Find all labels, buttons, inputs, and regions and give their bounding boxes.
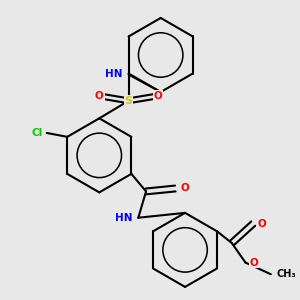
Text: O: O (249, 258, 258, 268)
Text: CH₃: CH₃ (277, 269, 296, 279)
Text: HN: HN (115, 213, 132, 223)
Text: O: O (95, 91, 104, 101)
Text: HN: HN (105, 70, 123, 80)
Text: Cl: Cl (32, 128, 43, 138)
Text: S: S (124, 96, 133, 106)
Text: O: O (180, 184, 189, 194)
Text: O: O (257, 219, 266, 229)
Text: O: O (153, 91, 162, 101)
